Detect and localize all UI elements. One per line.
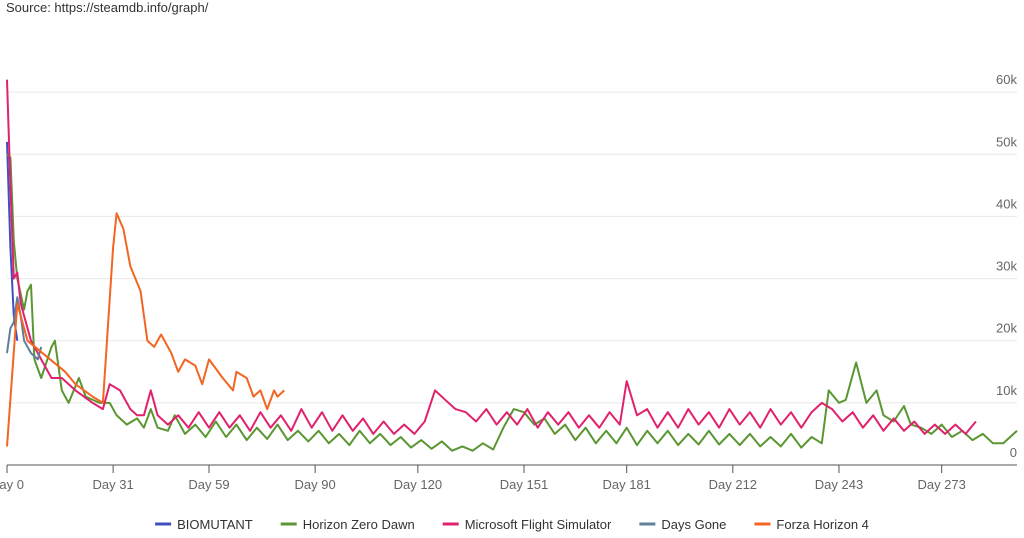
y-tick-label: 40k [996, 196, 1017, 211]
grid: 0 10k 20k 30k 40k 50k 60k Day 0 Day 31 Day 59 Day … [0, 72, 1017, 492]
y-tick-label: 60k [996, 72, 1017, 87]
legend-label: BIOMUTANT [177, 517, 253, 532]
x-tick-label: Day 120 [394, 477, 442, 492]
y-tick-label: 50k [996, 134, 1017, 149]
x-tick-label: Day 151 [500, 477, 548, 492]
x-tick-label: Day 212 [709, 477, 757, 492]
source: Source: https://steamdb.info/graph/ [6, 0, 209, 15]
legend-item: Days Gone [639, 517, 726, 532]
legend-label: Microsoft Flight Simulator [465, 517, 612, 532]
y-tick-label: 10k [996, 383, 1017, 398]
y-tick-label: 20k [996, 321, 1017, 336]
x-tick-label: Day 90 [295, 477, 336, 492]
series-line [6, 79, 977, 435]
x-tick-label: Day 31 [93, 477, 134, 492]
legend-label: Horizon Zero Dawn [303, 517, 415, 532]
legend-item: Microsoft Flight Simulator [442, 517, 612, 532]
legend-item: BIOMUTANT [155, 517, 253, 532]
x-tick-label: Day 59 [188, 477, 229, 492]
legend: BIOMUTANT Horizon Zero Dawn Microsoft Flig… [155, 517, 869, 532]
legend-item: Horizon Zero Dawn [280, 517, 415, 532]
x-tick-label: Day 181 [602, 477, 650, 492]
x-tick-label: Day 0 [0, 477, 24, 492]
series-line [6, 153, 1018, 452]
legend-item: Forza Horizon 4 [754, 517, 869, 532]
x-tick-label: Day 243 [815, 477, 863, 492]
y-tick-label: 0 [1010, 445, 1017, 460]
x-tick-label: Day 273 [917, 477, 965, 492]
plot-area [6, 79, 1018, 452]
y-tick-label: 30k [996, 259, 1017, 274]
legend-label: Forza Horizon 4 [776, 517, 868, 532]
series-line [6, 212, 285, 447]
legend-label: Days Gone [661, 517, 726, 532]
